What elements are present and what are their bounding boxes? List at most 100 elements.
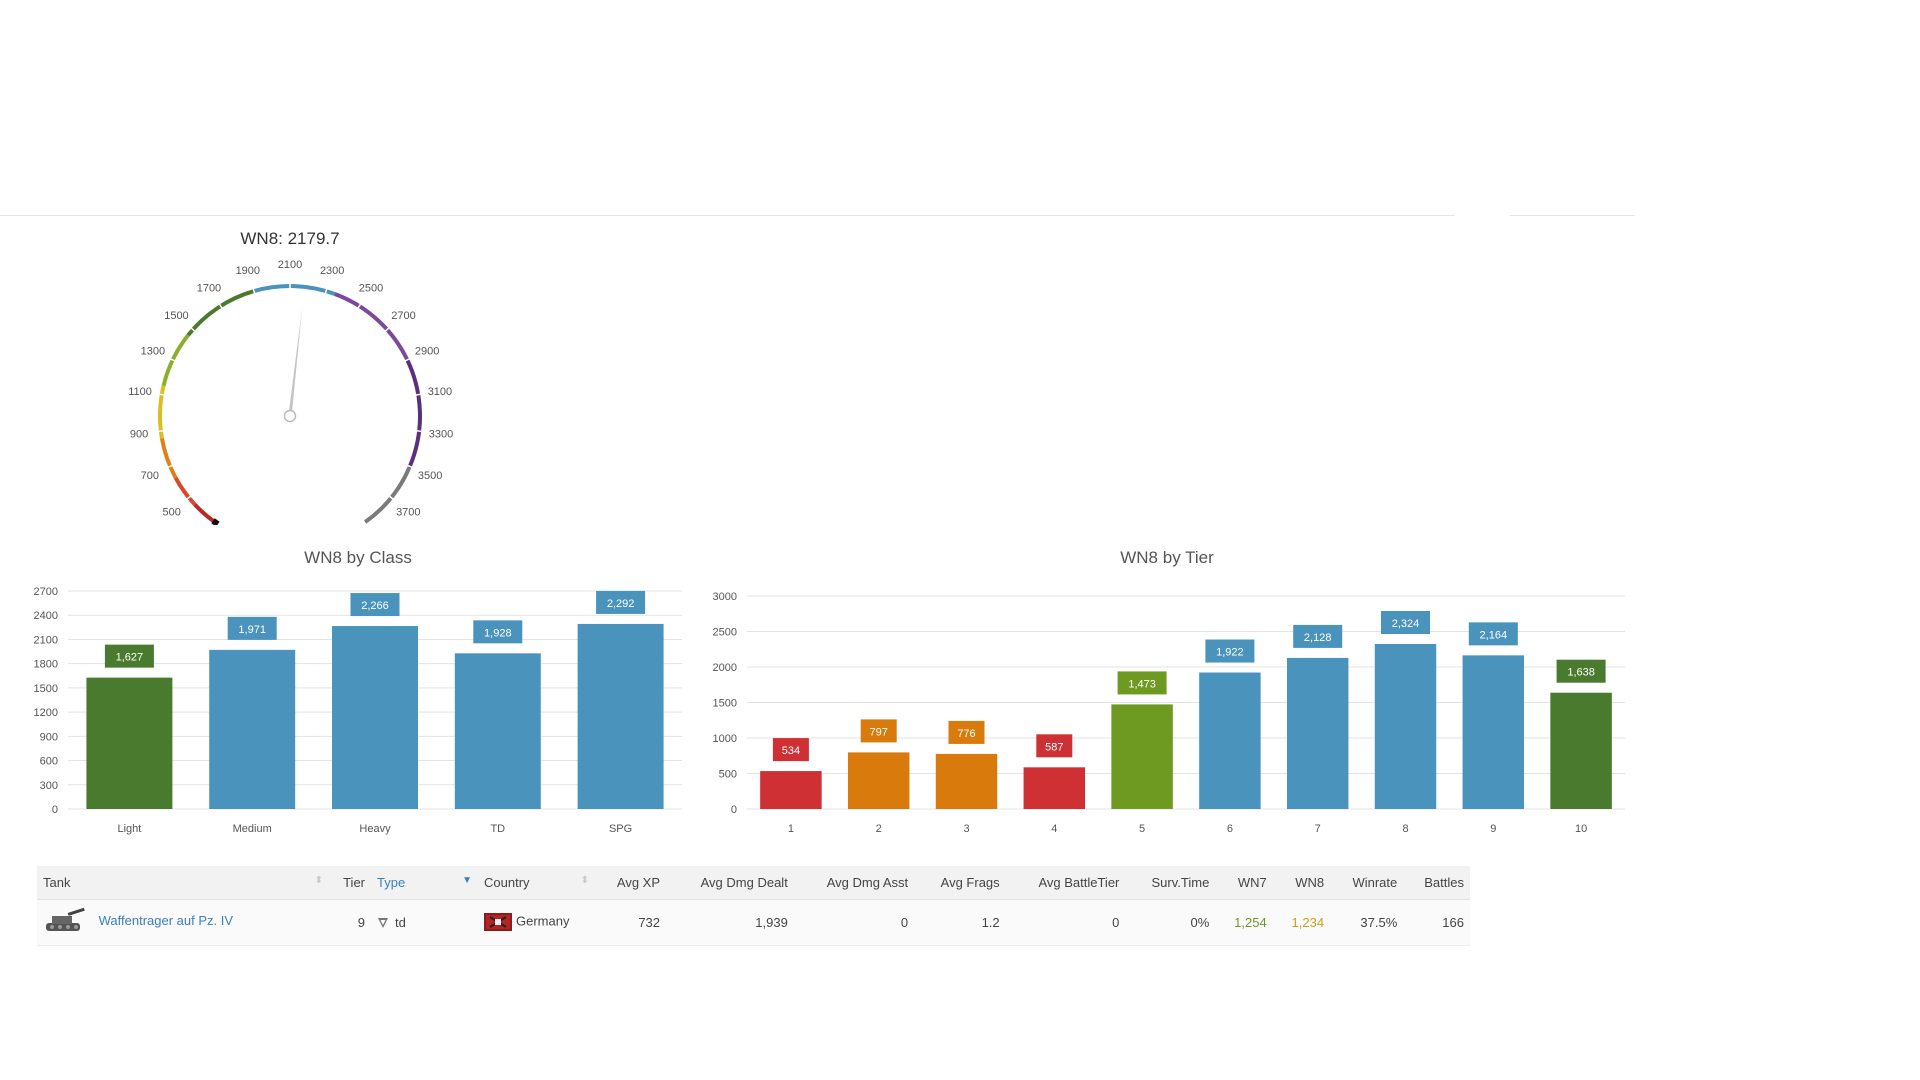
tank-name-link[interactable]: Waffentrager auf Pz. IV [98,913,234,929]
y-tick-label: 1500 [34,683,58,695]
gauge-tick-label: 3700 [396,506,420,518]
col-tank-label: Tank [43,874,71,890]
bar[interactable] [1023,767,1086,809]
y-tick-label: 500 [719,769,737,781]
gauge-title: WN8: 2179.7 [240,229,339,248]
gauge-band [405,359,422,468]
x-tick-label: Medium [233,823,272,835]
x-tick-label: Heavy [359,823,391,835]
gauge-tick-label: 2700 [391,310,415,322]
bar[interactable] [1111,704,1173,809]
data-label-box [596,590,646,614]
wn8-by-tier-chart: WN8 by Tier 0 500 1000 1500 2000 2500 3000 534 1 7… [690,540,1635,840]
td-class-icon [377,917,389,929]
gauge-tick [190,327,196,333]
col-tank[interactable]: Tank ⬍ [37,866,329,900]
gauge-tick-label: 700 [141,470,159,482]
bar[interactable] [1462,655,1525,809]
col-surv-time[interactable]: Surv.Time [1125,866,1216,900]
gauge-tick [157,429,164,433]
cell-battles: 166 [1442,914,1464,930]
table-row: Waffentrager auf Pz. IV 9 td [37,899,1470,945]
tank-icon [43,906,87,939]
y-tick-label: 2500 [713,627,737,639]
data-label: 1,922 [1216,647,1244,659]
col-avg-dmg-asst[interactable]: Avg Dmg Asst [793,866,915,900]
gauge-tick-label: 3300 [429,429,453,441]
col-wn8[interactable]: WN8 [1272,866,1331,900]
data-label: 2,128 [1304,632,1332,644]
col-tier[interactable]: Tier [329,866,371,900]
col-avg-xp[interactable]: Avg XP [595,866,667,900]
bar[interactable] [1286,657,1349,809]
bar[interactable] [454,653,541,809]
bar[interactable] [847,752,910,809]
gauge-tick-label: 1100 [128,386,152,398]
cell-tier: 9 [357,914,365,930]
data-label: 1,627 [116,652,144,664]
cell-avg-battletier: 0 [1112,914,1120,930]
col-wn8-label: WN8 [1295,874,1325,890]
bar[interactable] [1374,643,1437,809]
col-battles[interactable]: Battles [1403,866,1470,900]
x-tick-label: 4 [1051,823,1057,835]
tier-chart-svg: WN8 by Tier05001000150020002500300053417… [713,548,1625,835]
col-avg-dmg-asst-label: Avg Dmg Asst [826,874,909,890]
col-surv-time-label: Surv.Time [1151,874,1210,890]
col-type[interactable]: Type ▼ [371,866,478,900]
gauge-band [253,284,336,296]
gauge-svg: WN8: 2179.7 3005007009001100130015001700… [128,229,453,548]
cell-surv-time: 0% [1190,914,1210,930]
cell-avg-xp: 732 [638,914,661,930]
data-label-box [1556,659,1606,683]
gauge-tick-label: 2300 [320,265,344,277]
y-tick-label: 0 [52,804,58,816]
col-avg-xp-label: Avg XP [616,874,661,890]
cell-country-label: Germany [516,913,570,929]
bar[interactable] [86,677,173,809]
sort-icon: ⬍ [580,874,589,886]
bar[interactable] [332,626,418,809]
bar[interactable] [1550,692,1612,809]
gauge-tick-label: 2100 [278,259,302,271]
col-avg-battletier[interactable]: Avg BattleTier [1005,866,1126,900]
col-country[interactable]: Country ⬍ [478,866,595,900]
x-tick-label: 7 [1315,823,1321,835]
col-avg-dmg-dealt[interactable]: Avg Dmg Dealt [666,866,794,900]
gauge-tick [357,303,362,309]
x-tick-label: 8 [1402,823,1408,835]
gauge-tick-label: 1700 [197,282,221,294]
sort-desc-icon: ▼ [462,874,472,886]
bar[interactable] [760,771,822,809]
y-tick-label: 2700 [34,586,58,598]
bar[interactable] [935,753,998,809]
y-tick-label: 300 [40,780,58,792]
y-tick-label: 2100 [34,634,58,646]
table-header-row: Tank ⬍ Tier Type ▼ Country ⬍ Avg XP Avg Dmg… [37,866,1470,900]
gauge-tick [416,429,423,433]
gauge-tick [388,495,394,501]
col-wn7[interactable]: WN7 [1215,866,1273,900]
cell-type-label: td [395,914,406,930]
x-tick-label: 3 [963,823,969,835]
col-winrate[interactable]: Winrate [1330,866,1404,900]
y-tick-label: 3000 [713,591,737,603]
data-label: 797 [870,726,888,738]
bar[interactable] [577,623,664,809]
col-avg-frags[interactable]: Avg Frags [914,866,1006,900]
cell-country: Germany [478,899,595,945]
y-tick-label: 0 [731,804,737,816]
gauge-tick-label: 1500 [164,310,188,322]
data-label: 2,324 [1392,618,1420,630]
bar[interactable] [1199,672,1261,809]
y-tick-label: 1000 [713,733,737,745]
germany-flag-icon [484,913,512,931]
divider-line [1510,215,1635,216]
cell-type: td [371,899,478,945]
bar[interactable] [209,649,296,809]
data-label: 1,971 [238,624,266,636]
gauge-tick-label: 1300 [141,345,165,357]
data-label: 1,928 [484,627,512,639]
x-tick-label: 9 [1490,823,1496,835]
gauge-band [334,292,410,361]
